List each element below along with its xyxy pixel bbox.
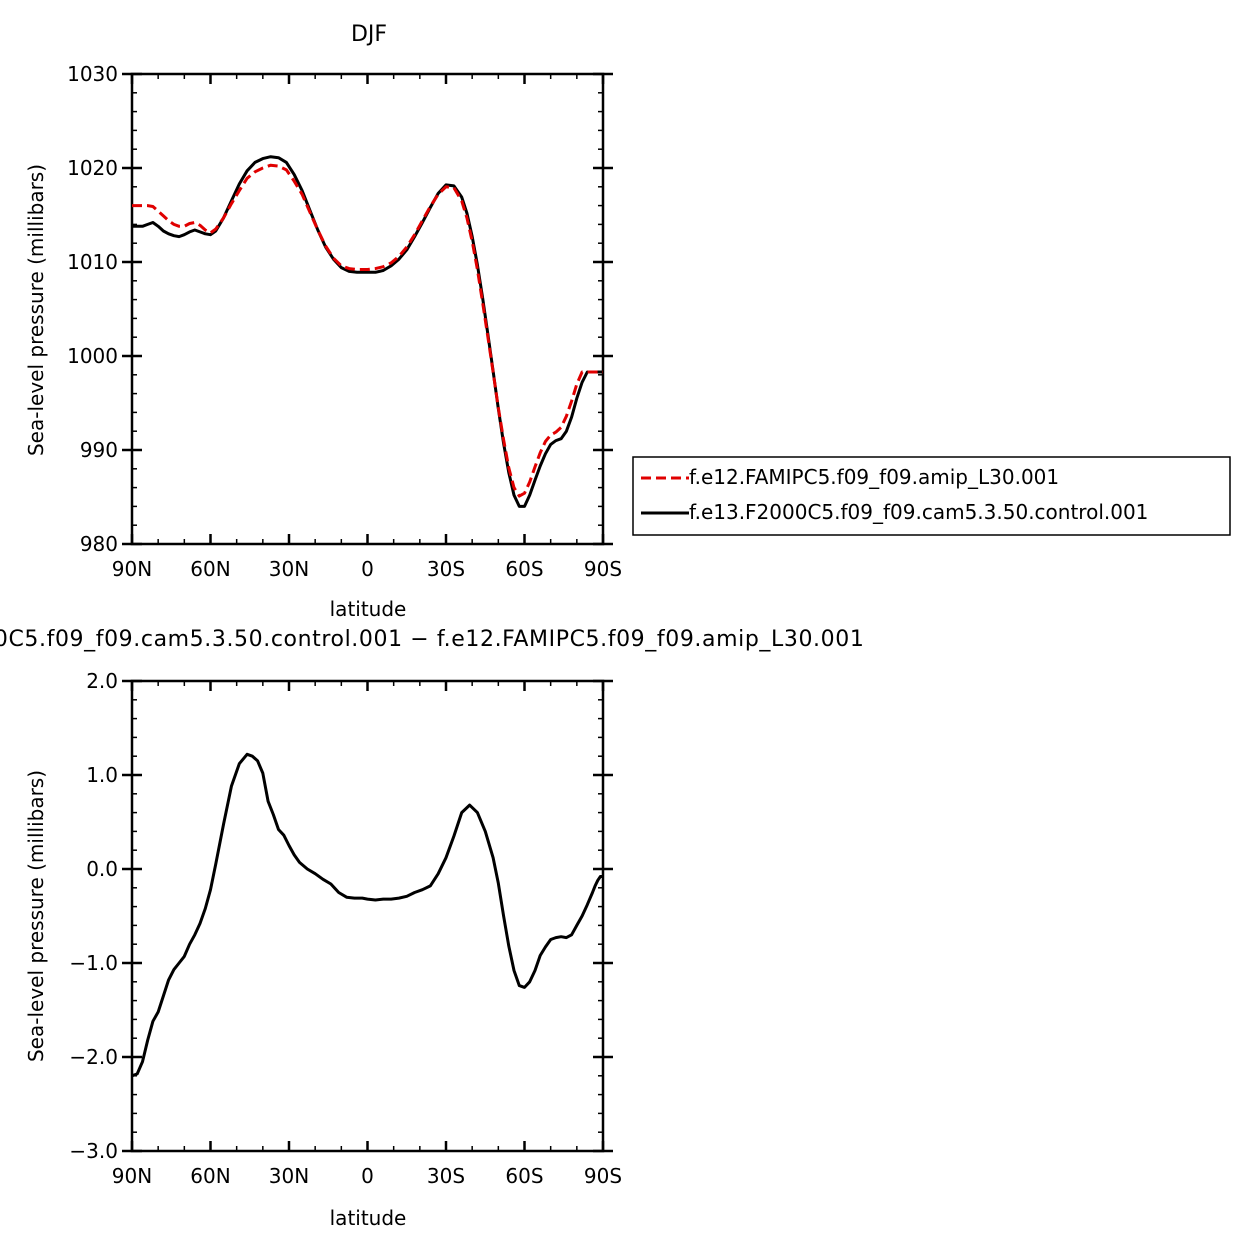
legend-label-control: f.e13.F2000C5.f09_f09.cam5.3.50.control.…: [689, 500, 1148, 524]
x-tick-label: 90N: [112, 557, 152, 581]
top-panel-frame: [130, 72, 605, 546]
bottom-panel-y-axis-label: Sea-level pressure (millibars): [24, 770, 48, 1062]
top-panel-slp-comparison: DJF 90N 60N 30N 0 30S 60S 90S 980 990 1000 1010 102…: [24, 22, 1231, 621]
bottom-panel-title: f.e13.F2000C5.f09_f09.cam5.3.50.control.…: [0, 627, 864, 652]
y-tick-label: 1010: [67, 250, 118, 274]
y-tick-label: −2.0: [69, 1045, 118, 1069]
top-panel-axes: 90N 60N 30N 0 30S 60S 90S 980 990 1000 1010 1020 103…: [67, 62, 622, 581]
bottom-panel-axes: 90N 60N 30N 0 30S 60S 90S −3.0 −2.0 −1.0 0.0 1.0 2.0: [69, 669, 622, 1188]
y-tick-label: 1030: [67, 62, 118, 86]
legend-box: [632, 456, 1231, 536]
bottom-panel-x-axis-label: latitude: [330, 1206, 407, 1230]
top-panel-x-axis-label: latitude: [330, 597, 407, 621]
y-tick-label: 2.0: [86, 669, 118, 693]
y-tick-label: 1.0: [86, 763, 118, 787]
x-tick-label: 30S: [427, 1164, 465, 1188]
legend: f.e12.FAMIPC5.f09_f09.amip_L30.001 f.e13…: [632, 456, 1231, 536]
top-panel-title: DJF: [351, 22, 387, 47]
legend-label-amip: f.e12.FAMIPC5.f09_f09.amip_L30.001: [689, 465, 1059, 489]
top-panel-y-axis-label: Sea-level pressure (millibars): [24, 164, 48, 456]
y-tick-label: −1.0: [69, 951, 118, 975]
top-panel-plot-area: [132, 155, 603, 508]
x-tick-label: 90S: [584, 1164, 622, 1188]
x-tick-label: 60S: [505, 1164, 543, 1188]
x-tick-label: 30N: [269, 1164, 309, 1188]
difference-line: [131, 752, 603, 1078]
x-tick-label: 90N: [112, 1164, 152, 1188]
y-tick-label: 980: [80, 532, 118, 556]
x-tick-label: 0: [361, 557, 374, 581]
y-tick-label: 0.0: [86, 857, 118, 881]
x-tick-label: 60S: [505, 557, 543, 581]
y-tick-label: 990: [80, 438, 118, 462]
x-tick-label: 30S: [427, 557, 465, 581]
x-tick-label: 60N: [190, 1164, 230, 1188]
bottom-panel-slp-difference: f.e13.F2000C5.f09_f09.cam5.3.50.control.…: [0, 627, 864, 1230]
y-tick-label: −3.0: [69, 1139, 118, 1163]
x-tick-label: 0: [361, 1164, 374, 1188]
series-line-control: [132, 155, 603, 508]
y-tick-label: 1000: [67, 344, 118, 368]
bottom-panel-plot-area: [131, 752, 603, 1078]
y-tick-label: 1020: [67, 156, 118, 180]
x-tick-label: 30N: [269, 557, 309, 581]
x-tick-label: 90S: [584, 557, 622, 581]
x-tick-label: 60N: [190, 557, 230, 581]
series-line-amip: [132, 163, 603, 498]
